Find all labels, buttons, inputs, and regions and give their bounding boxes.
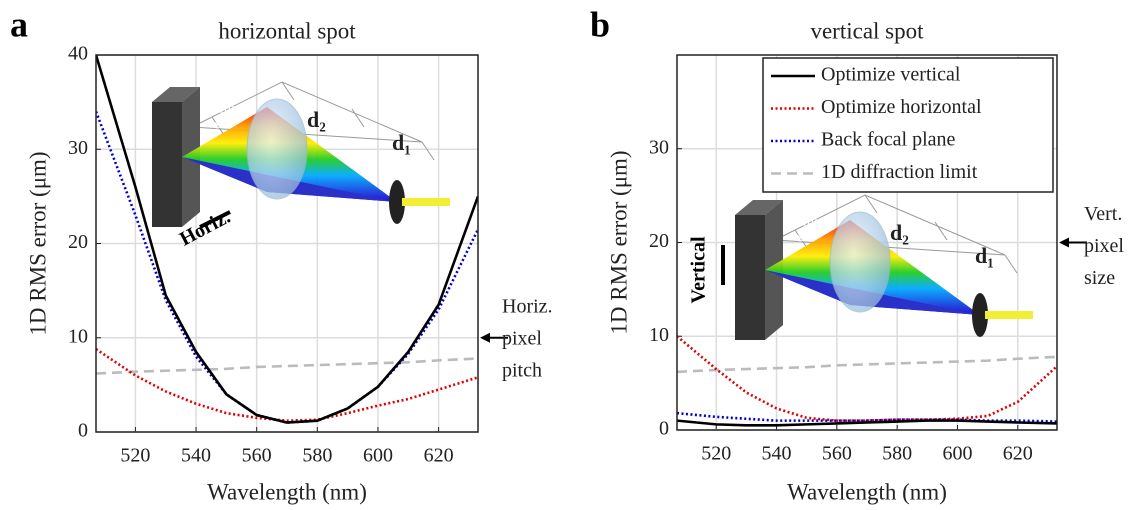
legend-label: Optimize vertical (821, 64, 961, 86)
label-d1: d₁ (975, 243, 994, 268)
series-line (96, 55, 478, 424)
y-axis-label: 1D RMS error (μm) (606, 150, 631, 334)
detector-beam (985, 311, 1033, 319)
axes-frame (95, 54, 479, 433)
dimension-tick (281, 81, 295, 101)
annotation-text: pitch (502, 359, 542, 381)
x-tick-label: 620 (424, 445, 454, 467)
panel-label: b (590, 4, 610, 44)
x-tick-label: 620 (1003, 443, 1033, 465)
dimension-tick (351, 108, 365, 128)
scanner-label: Line (797, 213, 825, 229)
dimension-tick (1004, 254, 1018, 274)
x-tick-label: 580 (882, 443, 912, 465)
lens (246, 98, 308, 200)
annotation-text: size (1084, 267, 1115, 289)
lens (829, 211, 891, 313)
detector-beam (402, 198, 450, 206)
x-tick-label: 540 (181, 445, 211, 467)
dimension-lines (773, 194, 1006, 256)
scanner-front (735, 215, 765, 340)
dimension-tick (864, 194, 878, 214)
x-tick-label: 600 (363, 445, 393, 467)
annotation-text: pixel (502, 327, 542, 349)
motion-arrow (199, 210, 231, 229)
chart-title: horizontal spot (218, 18, 356, 43)
annotation-arrowhead (480, 332, 490, 343)
detector (389, 180, 405, 224)
legend-label: 1D diffraction limit (821, 161, 978, 183)
y-tick-label: 30 (649, 136, 669, 158)
annotation-text: Vert. (1084, 203, 1122, 225)
series-line (677, 335, 1057, 422)
x-tick-label: 520 (120, 445, 150, 467)
axes-frame (676, 54, 1058, 431)
x-tick-label: 520 (701, 443, 731, 465)
annotation-text: Horiz. (502, 295, 553, 317)
legend-box (762, 57, 1054, 193)
y-tick-label: 0 (78, 420, 88, 442)
dimension-lines (190, 81, 423, 143)
y-tick-label: 10 (68, 325, 88, 347)
x-tick-label: 560 (242, 445, 272, 467)
x-tick-label: 600 (942, 443, 972, 465)
scanner-label: Line (214, 100, 242, 116)
x-tick-label: 560 (822, 443, 852, 465)
chart-title: vertical spot (810, 18, 924, 43)
x-tick-label: 540 (762, 443, 792, 465)
scanner-top (152, 87, 200, 102)
legend-label: Back focal plane (821, 129, 955, 151)
x-axis-label: Wavelength (nm) (207, 479, 367, 504)
y-tick-label: 0 (659, 418, 669, 440)
label-d2: d₂ (307, 107, 326, 132)
x-tick-label: 580 (302, 445, 332, 467)
detector (972, 293, 988, 337)
label-d1: d₁ (392, 130, 411, 155)
y-tick-label: 20 (68, 231, 88, 253)
series-line (96, 357, 478, 375)
y-tick-label: 10 (649, 324, 669, 346)
legend-label: Optimize horizontal (821, 96, 982, 118)
scanner-front (152, 102, 182, 227)
y-tick-label: 30 (68, 137, 88, 159)
series-line (96, 347, 478, 422)
series-line (677, 419, 1057, 427)
dimension-tick (794, 229, 808, 249)
motion-label: Vertical (688, 236, 710, 303)
dimension-tick (421, 141, 435, 161)
dimension-tick (211, 116, 225, 136)
scanner-top (735, 200, 783, 215)
annotation-arrowhead (1059, 237, 1069, 248)
annotation-text: pixel (1084, 235, 1124, 257)
dimension-tick (934, 221, 948, 241)
series-line (677, 411, 1057, 423)
series-line (677, 355, 1057, 374)
y-axis-label: 1D RMS error (μm) (25, 151, 50, 335)
label-d2: d₂ (890, 220, 909, 245)
panel-label: a (10, 4, 28, 44)
y-tick-label: 40 (68, 43, 88, 65)
x-axis-label: Wavelength (nm) (787, 479, 947, 504)
y-tick-label: 20 (649, 230, 669, 252)
